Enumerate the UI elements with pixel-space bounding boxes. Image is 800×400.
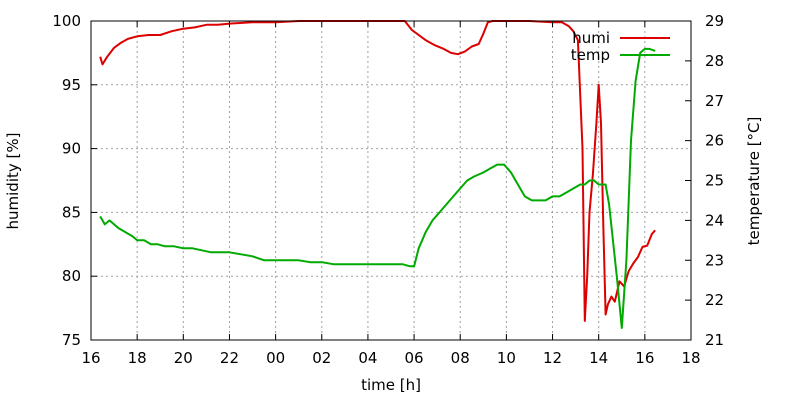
series-layer xyxy=(99,20,656,329)
x-tick-label: 16 xyxy=(635,349,654,367)
y2-tick-label: 22 xyxy=(705,291,724,309)
y2-tick-label: 28 xyxy=(705,52,724,70)
y2-tick-label: 24 xyxy=(705,211,724,229)
grid xyxy=(91,21,691,340)
x-tick-label: 22 xyxy=(220,349,239,367)
y2-tick-label: 29 xyxy=(705,12,724,30)
plot-frame xyxy=(90,20,692,341)
y2-tick-label: 23 xyxy=(705,251,724,269)
y-tick-label: 85 xyxy=(62,203,81,221)
y-tick-label: 90 xyxy=(62,140,81,158)
y2-tick-label: 26 xyxy=(705,132,724,150)
x-tick-label: 04 xyxy=(358,349,377,367)
x-tick-label: 06 xyxy=(405,349,424,367)
y-tick-label: 95 xyxy=(62,76,81,94)
x-tick-label: 20 xyxy=(174,349,193,367)
x-tick-label: 16 xyxy=(81,349,100,367)
x-tick-label: 02 xyxy=(312,349,331,367)
x-tick-label: 18 xyxy=(681,349,700,367)
x-tick-label: 08 xyxy=(451,349,470,367)
series-line-humi xyxy=(99,20,656,322)
x-tick-label: 00 xyxy=(266,349,285,367)
x-tick-label: 12 xyxy=(543,349,562,367)
x-axis-label: time [h] xyxy=(361,376,421,394)
ticks: 16 18 20 22 00 02 04 06 08 10 12 14 16 18 75 80 85 90 95 10… xyxy=(52,12,724,367)
legend-label-temp: temp xyxy=(571,46,610,64)
legend-label-humi: humi xyxy=(572,29,610,47)
y2-axis-label: temperature [°C] xyxy=(745,117,763,246)
y-tick-label: 75 xyxy=(62,331,81,349)
x-tick-label: 10 xyxy=(497,349,516,367)
series-line-temp xyxy=(99,47,656,329)
y2-tick-label: 25 xyxy=(705,172,724,190)
y2-tick-label: 21 xyxy=(705,331,724,349)
x-tick-label: 18 xyxy=(128,349,147,367)
y-axis-label: humidity [%] xyxy=(4,133,22,230)
x-tick-label: 14 xyxy=(589,349,608,367)
y-tick-label: 100 xyxy=(52,12,81,30)
y2-tick-label: 27 xyxy=(705,92,724,110)
y-tick-label: 80 xyxy=(62,267,81,285)
